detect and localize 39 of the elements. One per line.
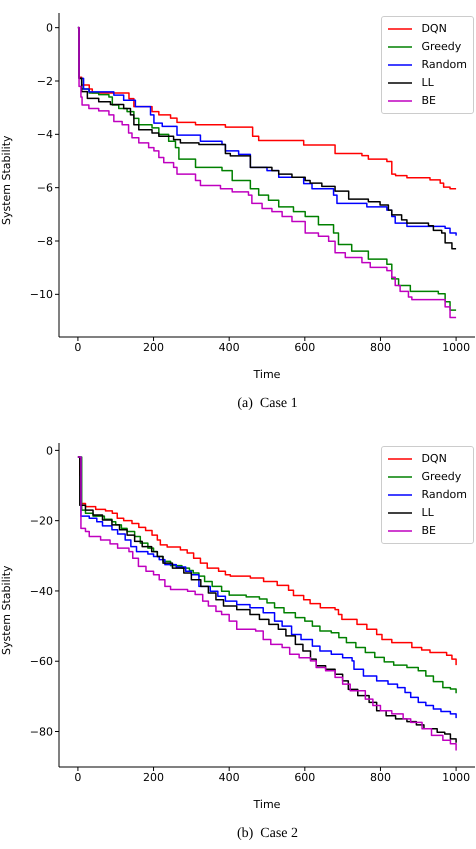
legend-label: Greedy <box>421 39 462 55</box>
y-tick-label: −6 <box>36 182 53 195</box>
legend-label: LL <box>421 75 434 91</box>
x-tick-label: 400 <box>218 770 240 784</box>
x-tick-label: 800 <box>370 340 391 354</box>
x-tick-label: 0 <box>74 340 82 354</box>
y-tick-label: −10 <box>30 288 53 302</box>
x-tick-label: 200 <box>143 340 164 354</box>
legend-label: Greedy <box>421 469 462 485</box>
x-axis-title: Time <box>252 368 281 381</box>
y-tick-label: −2 <box>36 74 53 88</box>
legend-label: BE <box>421 523 436 539</box>
x-tick-label: 1000 <box>442 770 470 784</box>
y-tick-label: −8 <box>36 234 53 248</box>
y-tick-label: −4 <box>36 128 53 142</box>
x-tick-label: 0 <box>74 770 82 784</box>
legend-label: LL <box>421 505 434 521</box>
y-tick-label: −60 <box>30 655 53 668</box>
x-tick-label: 600 <box>294 340 316 354</box>
x-axis-title: Time <box>252 798 281 811</box>
text: (b) Case 2 <box>236 826 300 842</box>
y-tick-label: 0 <box>46 444 53 458</box>
y-tick-label: −40 <box>30 584 53 598</box>
legend-label: Random <box>421 57 467 73</box>
legend-label: DQN <box>421 21 447 37</box>
y-axis-title: System Stability <box>0 564 13 655</box>
y-tick-label: 0 <box>46 22 53 35</box>
x-tick-label: 600 <box>294 770 316 784</box>
y-tick-label: −80 <box>30 725 53 738</box>
y-axis-title: System Stability <box>0 134 13 225</box>
x-tick-label: 1000 <box>442 340 470 354</box>
x-tick-label: 400 <box>218 340 240 354</box>
legend-label: BE <box>421 93 436 109</box>
y-tick-label: −20 <box>30 514 53 528</box>
legend-label: DQN <box>421 451 447 467</box>
x-tick-label: 800 <box>370 770 391 784</box>
legend-label: Random <box>421 487 467 503</box>
text: (a) Case 1 <box>236 396 299 412</box>
x-tick-label: 200 <box>143 770 164 784</box>
